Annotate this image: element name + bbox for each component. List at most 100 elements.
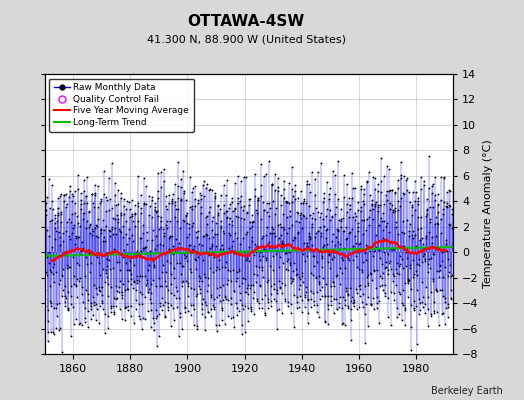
Point xyxy=(76,251,84,258)
Point xyxy=(159,242,167,248)
Point xyxy=(407,347,416,354)
Point xyxy=(449,239,457,246)
Point xyxy=(226,268,235,274)
Point xyxy=(314,209,322,215)
Point xyxy=(438,286,446,293)
Point xyxy=(295,286,303,292)
Point xyxy=(206,245,214,251)
Point xyxy=(117,229,125,235)
Point xyxy=(116,195,125,201)
Point xyxy=(363,178,371,185)
Point xyxy=(381,259,390,266)
Point xyxy=(434,208,443,215)
Point xyxy=(380,218,388,224)
Point xyxy=(233,275,242,281)
Point xyxy=(315,280,324,287)
Point xyxy=(286,260,294,266)
Point xyxy=(117,190,125,196)
Point xyxy=(421,284,430,290)
Point xyxy=(184,230,193,237)
Point xyxy=(301,292,309,298)
Point xyxy=(376,255,384,262)
Point xyxy=(183,234,191,240)
Point xyxy=(125,199,134,205)
Point xyxy=(52,313,61,320)
Point xyxy=(333,226,342,232)
Point xyxy=(261,310,269,316)
Point xyxy=(111,192,119,198)
Point xyxy=(105,195,114,202)
Point xyxy=(226,301,235,308)
Point xyxy=(326,217,334,223)
Point xyxy=(124,278,133,285)
Point xyxy=(347,226,356,232)
Point xyxy=(313,302,321,308)
Point xyxy=(124,307,132,313)
Point xyxy=(259,232,267,239)
Point xyxy=(439,211,447,218)
Point xyxy=(121,287,129,293)
Point xyxy=(215,322,223,328)
Point xyxy=(313,246,322,253)
Point xyxy=(123,286,132,292)
Point xyxy=(405,276,413,283)
Point xyxy=(79,299,87,305)
Point xyxy=(105,207,113,214)
Point xyxy=(178,263,186,269)
Point xyxy=(238,306,247,312)
Point xyxy=(417,224,425,231)
Point xyxy=(405,294,413,300)
Point xyxy=(244,318,253,324)
Point xyxy=(376,273,384,279)
Point xyxy=(255,300,264,306)
Point xyxy=(365,221,373,228)
Point xyxy=(442,237,450,243)
Point xyxy=(266,205,274,212)
Point xyxy=(245,244,253,250)
Point xyxy=(320,242,329,248)
Point xyxy=(179,168,188,175)
Point xyxy=(396,253,405,260)
Point xyxy=(59,287,67,293)
Point xyxy=(414,198,423,204)
Point xyxy=(337,216,345,222)
Point xyxy=(169,292,178,298)
Point xyxy=(77,197,85,203)
Point xyxy=(413,272,421,278)
Point xyxy=(230,250,238,256)
Point xyxy=(390,204,399,211)
Point xyxy=(148,227,157,233)
Point xyxy=(73,294,81,300)
Point xyxy=(266,283,275,289)
Point xyxy=(255,253,263,259)
Point xyxy=(289,268,298,275)
Point xyxy=(104,257,113,263)
Point xyxy=(430,251,439,258)
Point xyxy=(208,217,216,224)
Point xyxy=(282,199,290,205)
Point xyxy=(316,209,325,216)
Point xyxy=(118,295,127,301)
Point xyxy=(43,226,51,233)
Point xyxy=(378,287,387,294)
Point xyxy=(219,297,227,304)
Point xyxy=(143,277,151,284)
Point xyxy=(392,304,401,311)
Point xyxy=(431,192,439,198)
Point xyxy=(202,214,210,221)
Point xyxy=(440,199,449,205)
Point xyxy=(173,218,182,224)
Point xyxy=(419,294,427,300)
Point xyxy=(123,240,131,247)
Point xyxy=(249,218,257,224)
Point xyxy=(322,235,330,242)
Point xyxy=(108,224,116,230)
Point xyxy=(395,263,403,269)
Point xyxy=(356,240,365,246)
Point xyxy=(87,302,95,309)
Point xyxy=(335,300,344,306)
Point xyxy=(72,282,80,288)
Point xyxy=(394,185,402,192)
Point xyxy=(421,301,429,307)
Point xyxy=(100,168,108,174)
